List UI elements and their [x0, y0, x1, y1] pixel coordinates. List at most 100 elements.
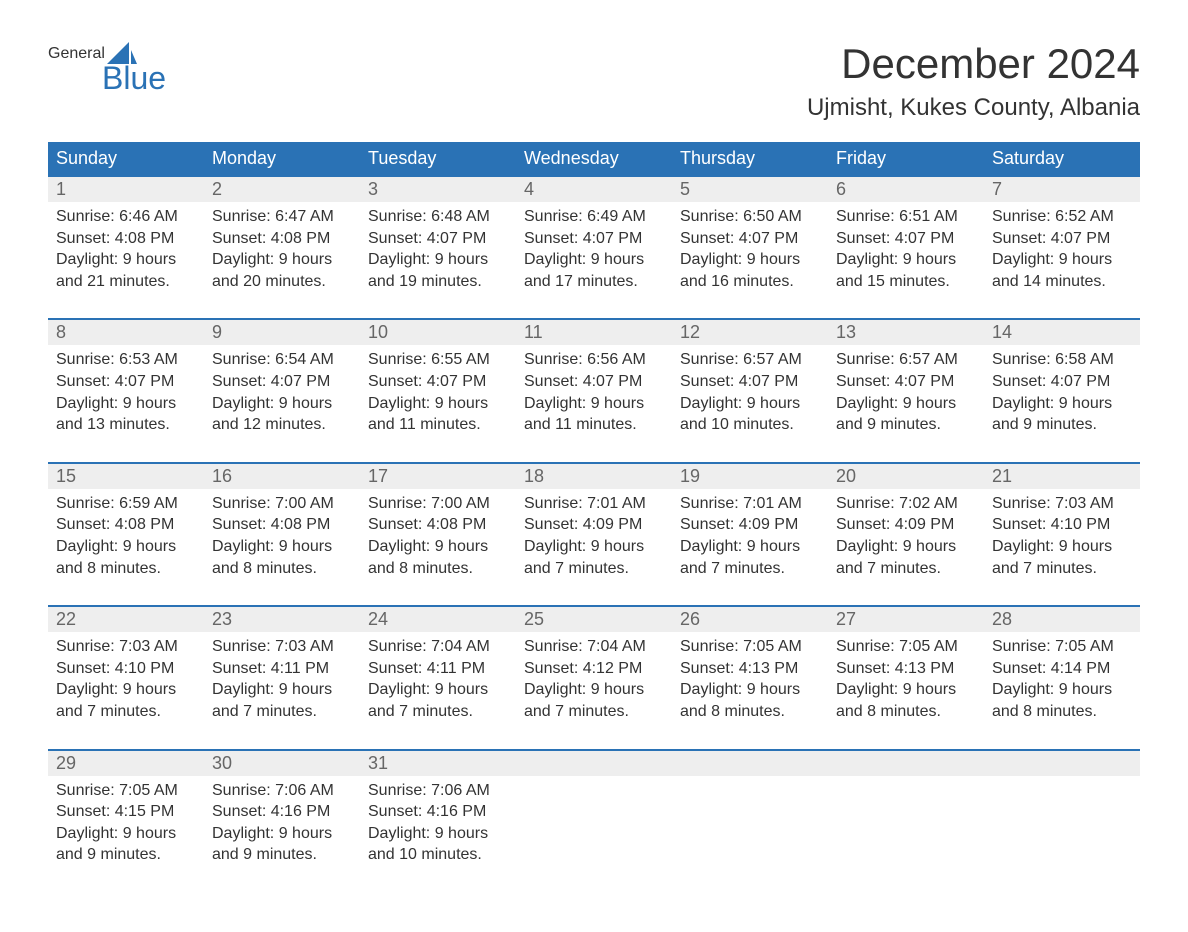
daylight-text: Daylight: 9 hours [680, 681, 800, 698]
daylight-text: and 13 minutes. [56, 416, 170, 433]
daylight-text: and 14 minutes. [992, 273, 1106, 290]
sunset-text: Sunset: 4:12 PM [524, 660, 642, 677]
day-cell [828, 776, 984, 892]
sunrise-text: Sunrise: 6:49 AM [524, 208, 646, 225]
day-cell: Sunrise: 6:57 AMSunset: 4:07 PMDaylight:… [828, 345, 984, 462]
weekday-header-row: Sunday Monday Tuesday Wednesday Thursday… [48, 142, 1140, 176]
daylight-text: and 7 minutes. [836, 560, 941, 577]
daylight-text: and 11 minutes. [524, 416, 637, 433]
day-number: 30 [204, 750, 360, 776]
daylight-text: Daylight: 9 hours [368, 251, 488, 268]
sunrise-text: Sunrise: 7:01 AM [524, 495, 646, 512]
daylight-text: Daylight: 9 hours [836, 251, 956, 268]
day-cell: Sunrise: 7:06 AMSunset: 4:16 PMDaylight:… [360, 776, 516, 892]
sunset-text: Sunset: 4:10 PM [56, 660, 174, 677]
day-cell: Sunrise: 6:46 AMSunset: 4:08 PMDaylight:… [48, 202, 204, 319]
title-block: December 2024 Ujmisht, Kukes County, Alb… [807, 40, 1140, 134]
day-cell: Sunrise: 6:58 AMSunset: 4:07 PMDaylight:… [984, 345, 1140, 462]
sunrise-text: Sunrise: 6:56 AM [524, 351, 646, 368]
day-cell: Sunrise: 6:50 AMSunset: 4:07 PMDaylight:… [672, 202, 828, 319]
daylight-text: and 7 minutes. [368, 703, 473, 720]
day-number: 20 [828, 463, 984, 489]
day-number: 18 [516, 463, 672, 489]
day-cell: Sunrise: 7:01 AMSunset: 4:09 PMDaylight:… [672, 489, 828, 606]
sunset-text: Sunset: 4:07 PM [212, 373, 330, 390]
daylight-text: and 7 minutes. [524, 560, 629, 577]
sunrise-text: Sunrise: 6:53 AM [56, 351, 178, 368]
sunset-text: Sunset: 4:16 PM [212, 803, 330, 820]
daylight-text: Daylight: 9 hours [56, 538, 176, 555]
sunrise-text: Sunrise: 6:55 AM [368, 351, 490, 368]
sunrise-text: Sunrise: 6:58 AM [992, 351, 1114, 368]
daylight-text: Daylight: 9 hours [368, 825, 488, 842]
weekday-header: Sunday [48, 142, 204, 176]
sunrise-text: Sunrise: 6:57 AM [836, 351, 958, 368]
weekday-header: Monday [204, 142, 360, 176]
sunset-text: Sunset: 4:07 PM [836, 230, 954, 247]
day-cell: Sunrise: 6:59 AMSunset: 4:08 PMDaylight:… [48, 489, 204, 606]
sunrise-text: Sunrise: 6:48 AM [368, 208, 490, 225]
sunrise-text: Sunrise: 6:50 AM [680, 208, 802, 225]
sunset-text: Sunset: 4:07 PM [524, 373, 642, 390]
calendar-table: Sunday Monday Tuesday Wednesday Thursday… [48, 142, 1140, 892]
day-number: 2 [204, 176, 360, 202]
daylight-text: and 17 minutes. [524, 273, 638, 290]
day-number [984, 750, 1140, 776]
day-number: 31 [360, 750, 516, 776]
daylight-text: and 12 minutes. [212, 416, 326, 433]
daynum-row: 891011121314 [48, 319, 1140, 345]
day-cell: Sunrise: 7:05 AMSunset: 4:14 PMDaylight:… [984, 632, 1140, 749]
sunrise-text: Sunrise: 7:03 AM [212, 638, 334, 655]
daylight-text: and 9 minutes. [212, 846, 317, 863]
weekday-header: Wednesday [516, 142, 672, 176]
sunrise-text: Sunrise: 7:03 AM [56, 638, 178, 655]
daylight-text: Daylight: 9 hours [212, 538, 332, 555]
daylight-text: and 11 minutes. [368, 416, 481, 433]
daylight-text: Daylight: 9 hours [212, 681, 332, 698]
sunrise-text: Sunrise: 7:03 AM [992, 495, 1114, 512]
sunset-text: Sunset: 4:13 PM [680, 660, 798, 677]
sunrise-text: Sunrise: 7:02 AM [836, 495, 958, 512]
day-number: 5 [672, 176, 828, 202]
day-cell: Sunrise: 6:48 AM Sunset: 4:07 PM Daylight:… [360, 202, 516, 319]
daylight-text: Daylight: 9 hours [992, 538, 1112, 555]
day-number: 8 [48, 319, 204, 345]
daylight-text: Daylight: 9 hours [992, 681, 1112, 698]
sunrise-text: Sunrise: 7:00 AM [212, 495, 334, 512]
day-number: 23 [204, 606, 360, 632]
day-cell: Sunrise: 7:06 AMSunset: 4:16 PMDaylight:… [204, 776, 360, 892]
daylight-text: and 21 minutes. [56, 273, 170, 290]
daylight-text: Daylight: 9 hours [212, 395, 332, 412]
daylight-text: Daylight: 9 hours [524, 681, 644, 698]
day-number: 14 [984, 319, 1140, 345]
daycontent-row: Sunrise: 6:59 AMSunset: 4:08 PMDaylight:… [48, 489, 1140, 606]
daycontent-row: Sunrise: 6:53 AM Sunset: 4:07 PM Daylight:… [48, 345, 1140, 462]
sunset-text: Sunset: 4:07 PM [368, 230, 486, 247]
daynum-row: 15161718192021 [48, 463, 1140, 489]
day-cell: Sunrise: 6:52 AMSunset: 4:07 PMDaylight:… [984, 202, 1140, 319]
sunrise-text: Sunrise: 6:46 AM [56, 208, 178, 225]
daylight-text: and 8 minutes. [368, 560, 473, 577]
daylight-text: and 8 minutes. [836, 703, 941, 720]
daynum-row: 22232425262728 [48, 606, 1140, 632]
daylight-text: Daylight: 9 hours [212, 825, 332, 842]
day-cell: Sunrise: 6:55 AMSunset: 4:07 PMDaylight:… [360, 345, 516, 462]
daylight-text: and 8 minutes. [212, 560, 317, 577]
sunset-text: Sunset: 4:11 PM [212, 660, 329, 677]
daylight-text: Daylight: 9 hours [524, 395, 644, 412]
day-number: 22 [48, 606, 204, 632]
daylight-text: Daylight: 9 hours [368, 681, 488, 698]
daylight-text: Daylight: 9 hours [680, 538, 800, 555]
day-number: 29 [48, 750, 204, 776]
sunrise-text: Sunrise: 7:06 AM [368, 782, 490, 799]
day-cell: Sunrise: 6:56 AM Sunset: 4:07 PM Daylight:… [516, 345, 672, 462]
daynum-row: 293031 [48, 750, 1140, 776]
sunset-text: Sunset: 4:15 PM [56, 803, 174, 820]
sunrise-text: Sunrise: 6:51 AM [836, 208, 958, 225]
day-number: 3 [360, 176, 516, 202]
sunrise-text: Sunrise: 7:05 AM [56, 782, 178, 799]
daylight-text: and 19 minutes. [368, 273, 482, 290]
day-number: 6 [828, 176, 984, 202]
sunrise-text: Sunrise: 6:47 AM [212, 208, 334, 225]
sunset-text: Sunset: 4:07 PM [836, 373, 954, 390]
